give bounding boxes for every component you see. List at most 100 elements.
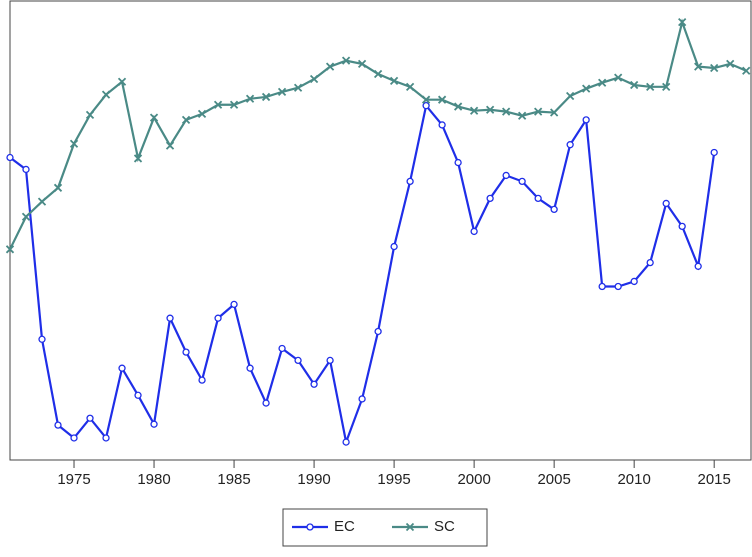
point: [294, 356, 302, 365]
point: [518, 177, 526, 186]
point: [501, 107, 511, 116]
point: [710, 148, 718, 157]
point: [325, 62, 335, 71]
point: [22, 165, 30, 174]
point: [485, 105, 495, 114]
legend-label: SC: [434, 518, 455, 535]
point: [102, 434, 110, 442]
point: [518, 111, 527, 120]
point: [646, 258, 654, 267]
point: [54, 421, 62, 429]
point: [37, 197, 47, 206]
point: [229, 100, 239, 109]
point: [230, 300, 238, 309]
point: [469, 106, 479, 115]
legend-marker: [405, 522, 415, 532]
point: [21, 212, 31, 221]
point: [582, 84, 591, 93]
point: [86, 414, 94, 422]
point: [342, 438, 350, 446]
point: [534, 194, 542, 203]
point: [630, 80, 639, 90]
x-tick-label: 1995: [377, 471, 410, 488]
point: [118, 364, 126, 372]
point: [406, 177, 414, 186]
x-tick-label: 2005: [537, 471, 570, 488]
point: [630, 277, 638, 286]
point: [453, 102, 463, 111]
point: [582, 116, 590, 124]
series-line: [9, 18, 747, 250]
point: [470, 227, 478, 236]
point: [134, 391, 142, 399]
point: [566, 141, 574, 149]
legend-label: EC: [334, 518, 355, 535]
point: [310, 380, 318, 388]
point: [165, 141, 175, 150]
point: [69, 139, 79, 148]
x-tick-label: 1980: [137, 471, 170, 488]
point: [53, 183, 63, 192]
point: [614, 73, 623, 82]
legend-marker: [306, 523, 314, 531]
plot-frame: [9, 0, 752, 461]
point: [213, 100, 223, 109]
point: [550, 108, 559, 117]
point: [694, 262, 702, 270]
point: [614, 282, 622, 291]
point: [166, 314, 174, 322]
point: [566, 91, 575, 101]
x-tick-label: 1975: [57, 471, 90, 488]
point: [390, 242, 398, 251]
point: [133, 154, 143, 163]
point: [405, 82, 415, 91]
point: [309, 74, 319, 84]
point: [374, 327, 382, 336]
point: [85, 110, 95, 119]
point: [437, 95, 447, 104]
point: [422, 102, 430, 110]
point: [662, 82, 671, 91]
x-tick-label: 1990: [297, 471, 330, 488]
point: [550, 205, 558, 214]
point: [6, 153, 14, 162]
x-tick-label: 2010: [617, 471, 650, 488]
point: [678, 222, 686, 231]
point: [326, 356, 334, 365]
x-tick-label: 2000: [457, 471, 490, 488]
point: [454, 158, 462, 167]
point: [150, 420, 158, 428]
point: [742, 66, 751, 75]
point: [278, 344, 286, 353]
point: [262, 399, 270, 407]
point: [598, 78, 607, 87]
point: [293, 83, 303, 92]
point: [149, 113, 159, 122]
point: [277, 87, 287, 97]
series-line: [9, 103, 716, 447]
point: [246, 364, 254, 372]
point: [214, 314, 222, 322]
point: [373, 69, 383, 79]
point: [341, 56, 351, 65]
point: [197, 109, 207, 119]
point: [662, 199, 670, 208]
point: [598, 282, 606, 291]
point: [198, 376, 206, 384]
point: [101, 90, 111, 99]
point: [694, 62, 703, 71]
point: [181, 115, 191, 125]
point: [261, 92, 271, 102]
point: [5, 245, 15, 254]
point: [389, 76, 399, 86]
x-tick-label: 2015: [698, 471, 731, 488]
point: [38, 335, 46, 343]
point: [726, 59, 735, 69]
x-tick-label: 1985: [217, 471, 250, 488]
point: [70, 434, 78, 442]
point: [438, 121, 446, 129]
point: [357, 59, 367, 69]
point: [502, 171, 510, 180]
